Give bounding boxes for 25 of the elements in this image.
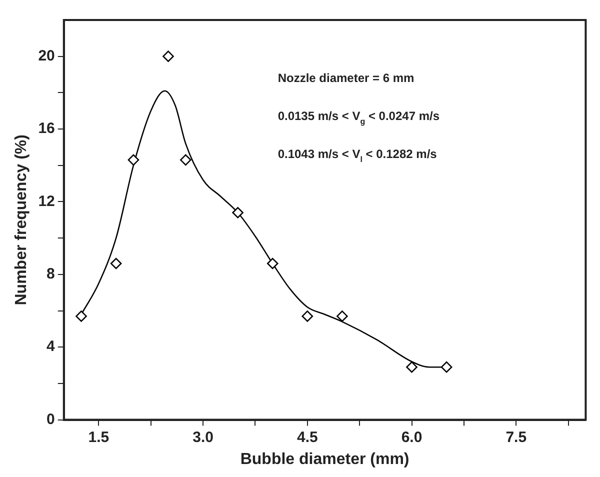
point: [302, 310, 314, 322]
point: [110, 258, 122, 270]
y-tick-label: 0: [46, 410, 55, 428]
y-tick-label: 4: [46, 338, 56, 356]
x-tick-label: 3.0: [192, 428, 214, 446]
point: [336, 310, 348, 322]
y-tick-label: 12: [38, 192, 55, 210]
point: [232, 206, 244, 218]
point: [180, 154, 192, 166]
x-tick-label: 1.5: [88, 428, 110, 446]
point: [162, 50, 174, 62]
y-tick-label: 8: [46, 266, 55, 283]
y-axis-title: Number frequency (%): [13, 134, 30, 306]
y-tick-label: 16: [38, 120, 55, 138]
point: [440, 361, 452, 373]
x-axis-title: Bubble diameter (mm): [240, 450, 410, 468]
point: [128, 154, 140, 166]
x-tick-label: 4.5: [296, 428, 318, 446]
y-tick-label: 20: [38, 47, 55, 64]
x-tick-label: 7.5: [506, 428, 527, 446]
point: [266, 258, 278, 270]
x-tick-label: 6.0: [401, 428, 422, 446]
point: [76, 310, 87, 322]
point: [406, 361, 418, 373]
annotation: Nozzle diameter = 6 mm: [278, 71, 414, 85]
